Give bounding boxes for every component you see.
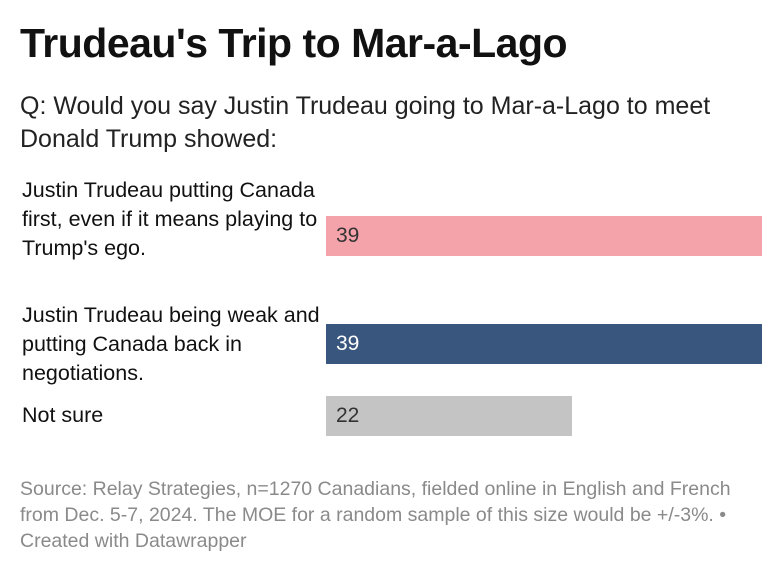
category-label: Justin Trudeau putting Canada first, eve…	[22, 178, 318, 260]
bar: 22	[326, 396, 572, 436]
chart-footer: Source: Relay Strategies, n=1270 Canadia…	[20, 476, 764, 554]
bar-value-label: 39	[336, 332, 360, 355]
bar: 39	[326, 216, 762, 256]
bar-value-label: 22	[336, 404, 360, 427]
category-label: Justin Trudeau being weak and putting Ca…	[22, 303, 320, 385]
category-label: Not sure	[22, 403, 104, 427]
bar-value-label: 39	[336, 224, 360, 247]
datawrapper-credit: • Created with Datawrapper	[20, 504, 727, 552]
source-note: Source: Relay Strategies, n=1270 Canadia…	[20, 478, 731, 526]
chart-subtitle: Q: Would you say Justin Trudeau going to…	[20, 92, 711, 153]
bar: 39	[326, 324, 762, 364]
chart-title: Trudeau's Trip to Mar-a-Lago	[20, 20, 568, 66]
